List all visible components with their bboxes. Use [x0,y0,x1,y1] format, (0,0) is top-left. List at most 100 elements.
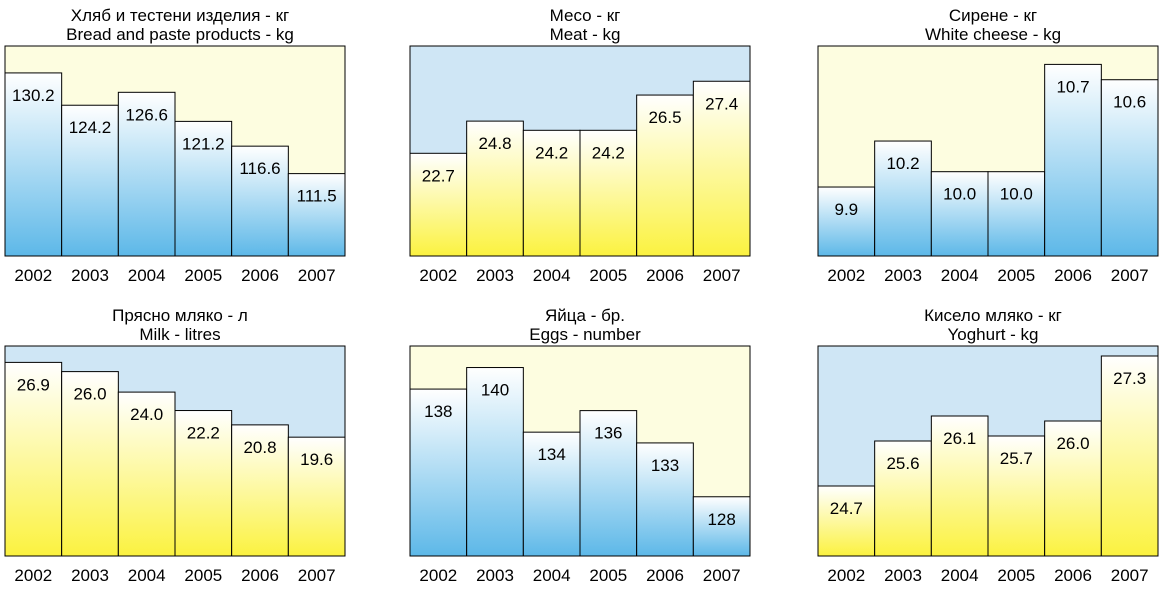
x-tick-label-2006: 2006 [1054,266,1092,285]
bar-2004 [117,91,176,257]
bar-2002 [817,485,876,557]
data-label-2004: 24.2 [535,143,568,162]
x-tick-label-2002: 2002 [419,566,457,585]
x-tick-label-2006: 2006 [646,566,684,585]
bar-chart-yoghurt: 24.7 2002 25.6 2003 26.1 2004 25.7 2005 26.0 2006… [817,345,1159,585]
x-tick-label-2007: 2007 [703,266,741,285]
chart-title-block: Прясно мляко - л Milk - litres [5,306,355,344]
bar-2006 [231,424,289,557]
bar-2005 [579,129,638,257]
data-label-2004: 134 [537,445,565,464]
data-label-2007: 10.6 [1113,93,1146,112]
bar-2004 [930,415,989,557]
x-tick-label-2007: 2007 [298,566,336,585]
bar-chart-milk: 26.9 2002 26.0 2003 24.0 2004 22.2 2005 20.8 2006… [4,345,346,585]
data-label-2004: 24.0 [130,405,163,424]
data-label-2002: 138 [424,402,452,421]
bar-chart-meat: 22.7 2002 24.8 2003 24.2 2004 24.2 2005 26.5 2006… [409,45,751,285]
plot-frame [409,345,751,557]
chart-subtitle: Yoghurt - kg [947,325,1039,344]
data-label-2003: 26.0 [73,385,106,404]
plot-frame [409,45,751,257]
bar-2004 [522,431,581,557]
data-label-2006: 116.6 [239,159,280,178]
data-label-2005: 24.2 [592,143,625,162]
x-tick-label-2003: 2003 [476,566,514,585]
bar-2007 [692,80,751,257]
data-label-2002: 26.9 [17,375,50,394]
data-label-2004: 126.6 [125,105,168,124]
x-tick-label-2003: 2003 [71,266,109,285]
bar-2005 [987,435,1046,557]
bar-2006 [1044,63,1102,257]
bar-2006 [636,94,694,257]
bar-2003 [466,367,524,557]
bar-2005 [174,120,233,257]
data-label-2006: 26.5 [648,108,681,127]
bar-2006 [636,442,694,557]
plot-frame [817,45,1159,257]
bar-2005 [987,171,1046,257]
bar-chart-white-cheese: 9.9 2002 10.2 2003 10.0 2004 10.0 2005 10.7 2006 1… [817,45,1159,285]
chart-panel-bread: Хляб и тестени изделия - кг Bread and pa… [4,6,355,296]
x-tick-label-2007: 2007 [1111,266,1149,285]
x-tick-label-2007: 2007 [703,566,741,585]
data-label-2007: 128 [707,510,735,529]
data-label-2005: 10.0 [1000,185,1033,204]
data-label-2005: 25.7 [1000,449,1033,468]
bar-2003 [466,120,524,257]
chart-subtitle: Bread and paste products - kg [66,25,294,44]
chart-panel-meat: Месо - кг Meat - kg 22.7 2002 24.8 2003 24.2… [409,6,760,296]
chart-title: Месо - кг [549,6,621,25]
data-label-2006: 26.0 [1056,434,1089,453]
bar-2002 [4,361,63,557]
x-tick-label-2006: 2006 [241,566,279,585]
data-label-2004: 10.0 [943,185,976,204]
x-tick-label-2004: 2004 [533,266,571,285]
x-tick-label-2005: 2005 [997,566,1035,585]
x-tick-label-2003: 2003 [884,566,922,585]
data-label-2003: 24.8 [478,134,511,153]
bar-2004 [117,391,176,557]
x-tick-label-2004: 2004 [941,266,979,285]
x-tick-label-2004: 2004 [941,566,979,585]
x-tick-label-2006: 2006 [646,266,684,285]
bar-chart-eggs: 138 2002 140 2003 134 2004 136 2005 133 2006 128 20… [409,345,751,585]
x-tick-label-2007: 2007 [298,266,336,285]
bar-2005 [174,410,233,557]
chart-title: Прясно мляко - л [112,306,248,325]
bar-2002 [409,152,468,257]
data-label-2003: 25.6 [886,454,919,473]
bar-2007 [1100,79,1159,257]
chart-title: Кисело мляко - кг [924,306,1062,325]
chart-title-block: Месо - кг Meat - kg [410,6,760,44]
chart-panel-white-cheese: Сирене - кг White cheese - kg 9.9 2002 10.… [817,6,1168,296]
data-label-2002: 22.7 [422,166,455,185]
data-label-2006: 10.7 [1056,77,1089,96]
data-label-2002: 24.7 [830,499,863,518]
chart-panel-eggs: Яйца - бр. Eggs - number 138 2002 140 2003 1… [409,306,760,596]
x-tick-label-2003: 2003 [476,266,514,285]
x-tick-label-2006: 2006 [1054,566,1092,585]
data-label-2005: 121.2 [182,134,225,153]
chart-subtitle: Meat - kg [549,25,621,44]
bar-2004 [522,129,581,257]
data-label-2007: 27.4 [705,94,738,113]
x-tick-label-2005: 2005 [589,266,627,285]
chart-panel-yoghurt: Кисело мляко - кг Yoghurt - kg 24.7 2002 2… [817,306,1168,596]
x-tick-label-2002: 2002 [827,266,865,285]
chart-title: Хляб и тестени изделия - кг [70,6,290,25]
x-tick-label-2005: 2005 [184,566,222,585]
x-tick-label-2005: 2005 [589,566,627,585]
data-label-2003: 140 [481,381,509,400]
data-label-2007: 19.6 [300,450,333,469]
x-tick-label-2006: 2006 [241,266,279,285]
plot-frame [817,345,1159,557]
chart-title-block: Кисело мляко - кг Yoghurt - kg [818,306,1168,344]
bar-2002 [409,388,468,557]
data-label-2006: 133 [651,456,679,475]
chart-subtitle: White cheese - kg [924,25,1062,44]
bar-2003 [61,371,119,557]
bar-2004 [930,171,989,257]
chart-title-block: Хляб и тестени изделия - кг Bread and pa… [5,6,355,44]
